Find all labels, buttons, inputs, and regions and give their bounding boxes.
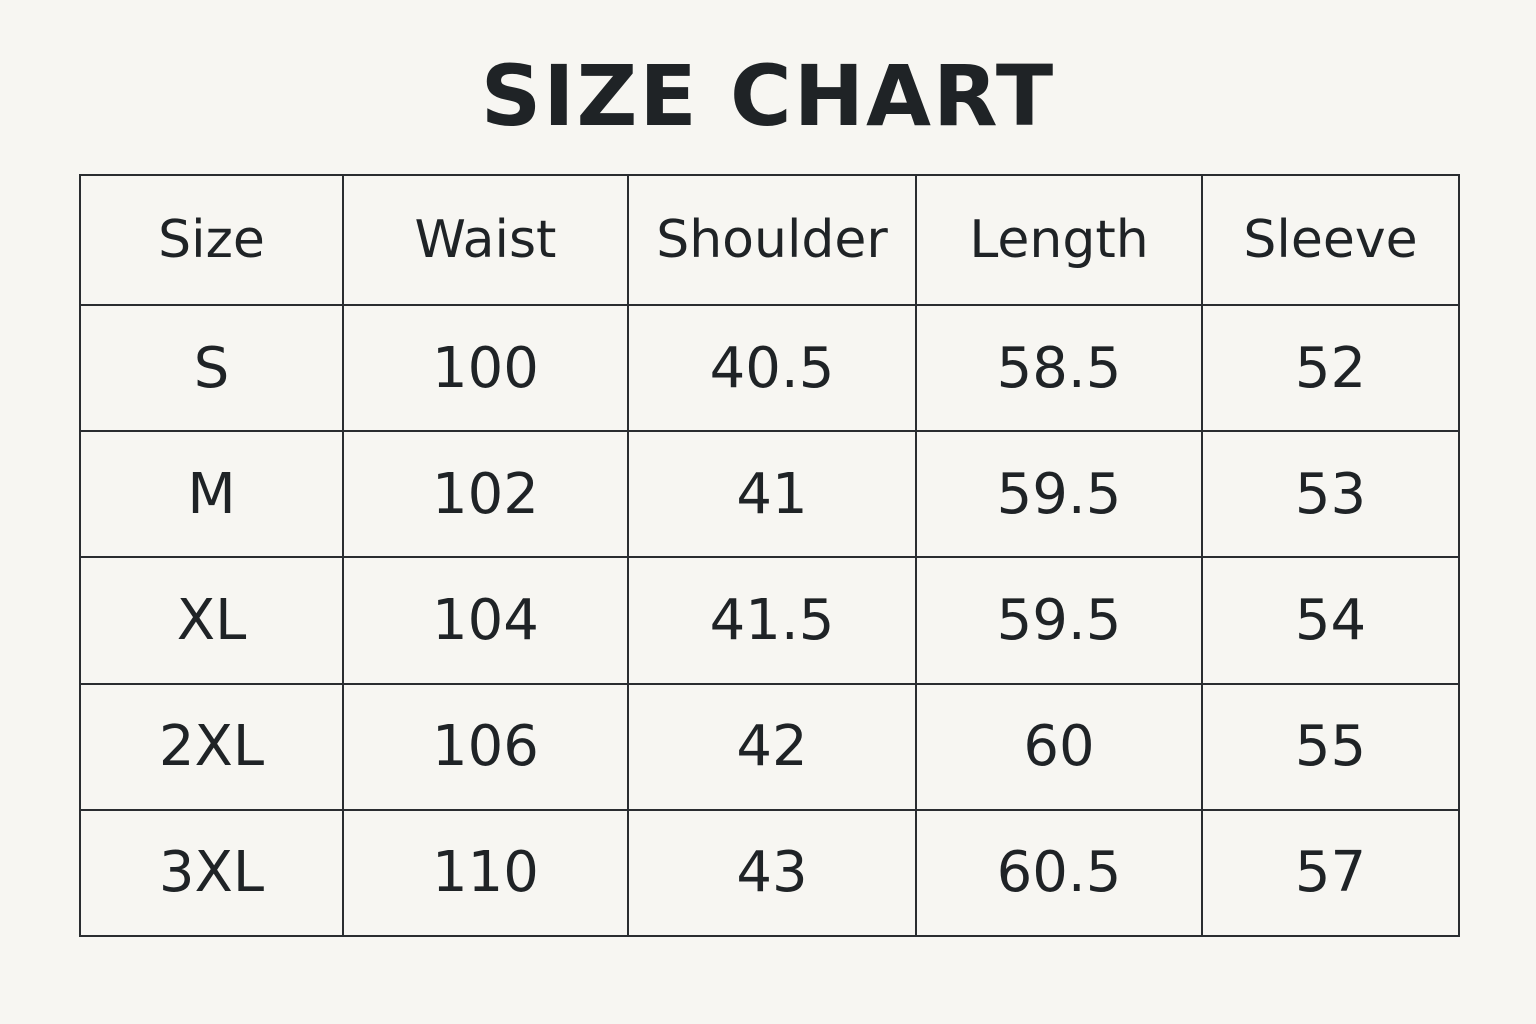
table-row: M 102 41 59.5 53	[79, 430, 1460, 559]
cell-sleeve: 53	[1201, 430, 1460, 559]
cell-length: 59.5	[915, 556, 1203, 685]
cell-shoulder: 41	[627, 430, 917, 559]
cell-length: 60	[915, 682, 1203, 811]
cell-sleeve: 55	[1201, 682, 1460, 811]
cell-size: XL	[79, 556, 344, 685]
column-header-size: Size	[79, 174, 344, 306]
cell-sleeve: 54	[1201, 556, 1460, 685]
cell-size: 2XL	[79, 682, 344, 811]
column-header-waist: Waist	[342, 174, 629, 306]
cell-waist: 102	[342, 430, 629, 559]
cell-shoulder: 43	[627, 808, 917, 938]
cell-size: M	[79, 430, 344, 559]
column-header-length: Length	[915, 174, 1203, 306]
cell-shoulder: 41.5	[627, 556, 917, 685]
chart-title: SIZE CHART	[480, 47, 1056, 145]
size-table: Size Waist Shoulder Length Sleeve S 100 40.5 58…	[79, 174, 1460, 938]
cell-shoulder: 42	[627, 682, 917, 811]
table-row: S 100 40.5 58.5 52	[79, 303, 1460, 433]
cell-length: 59.5	[915, 430, 1203, 559]
table-row: 3XL 110 43 60.5 57	[79, 808, 1460, 938]
cell-length: 58.5	[915, 303, 1203, 433]
cell-waist: 104	[342, 556, 629, 685]
cell-waist: 106	[342, 682, 629, 811]
cell-size: 3XL	[79, 808, 344, 938]
table-row: XL 104 41.5 59.5 54	[79, 556, 1460, 685]
header-row: Size Waist Shoulder Length Sleeve	[79, 174, 1460, 306]
cell-shoulder: 40.5	[627, 303, 917, 433]
cell-sleeve: 52	[1201, 303, 1460, 433]
column-header-shoulder: Shoulder	[627, 174, 917, 306]
cell-length: 60.5	[915, 808, 1203, 938]
cell-size: S	[79, 303, 344, 433]
cell-waist: 110	[342, 808, 629, 938]
cell-waist: 100	[342, 303, 629, 433]
cell-sleeve: 57	[1201, 808, 1460, 938]
column-header-sleeve: Sleeve	[1201, 174, 1460, 306]
table-row: 2XL 106 42 60 55	[79, 682, 1460, 811]
